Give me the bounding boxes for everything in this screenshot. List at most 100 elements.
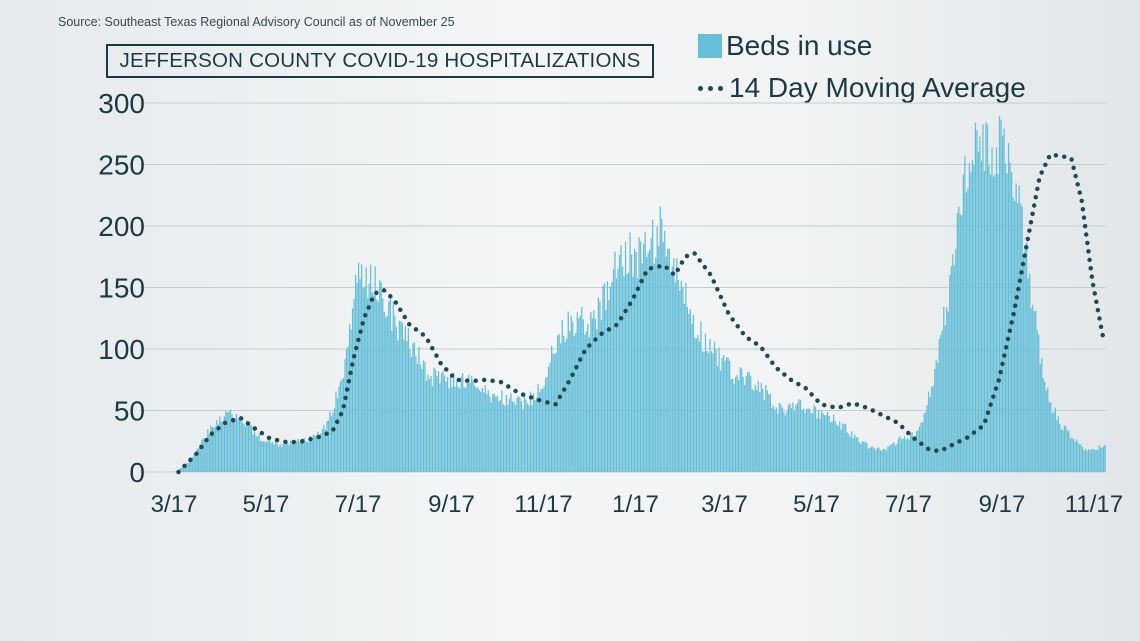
- bar: [759, 391, 761, 472]
- bar: [478, 389, 480, 472]
- bar: [192, 457, 194, 472]
- bar: [582, 319, 584, 472]
- bar: [912, 437, 915, 472]
- bar: [327, 420, 330, 472]
- bar: [735, 376, 737, 472]
- bar: [456, 381, 458, 472]
- bar: [389, 295, 391, 472]
- bar: [1021, 206, 1023, 472]
- bar: [463, 387, 465, 472]
- bar: [347, 346, 349, 472]
- bar: [279, 444, 281, 472]
- bar: [710, 351, 713, 472]
- bar: [410, 357, 413, 472]
- bar: [692, 315, 695, 472]
- bar: [259, 441, 262, 472]
- bar: [698, 341, 701, 472]
- bar: [475, 387, 477, 472]
- bar: [1038, 334, 1040, 472]
- bar: [778, 403, 781, 472]
- bar: [612, 268, 615, 472]
- bar: [394, 315, 396, 472]
- legend-label-beds: Beds in use: [726, 30, 873, 61]
- bar: [294, 443, 296, 472]
- bar: [656, 226, 658, 472]
- bar: [857, 437, 859, 472]
- bar: [361, 264, 363, 472]
- bar: [240, 419, 242, 472]
- bar: [335, 391, 337, 472]
- bar: [920, 422, 922, 472]
- bar: [893, 442, 895, 472]
- bar: [247, 424, 250, 472]
- bar: [932, 385, 934, 472]
- bar: [605, 309, 607, 472]
- bar: [459, 388, 461, 472]
- x-tick-label: 7/17: [885, 491, 932, 518]
- y-tick-label: 150: [98, 273, 145, 304]
- bar: [232, 417, 235, 472]
- bar: [760, 382, 762, 472]
- y-tick-label: 50: [114, 396, 145, 427]
- bar: [665, 256, 667, 472]
- bar: [440, 373, 443, 472]
- bar: [1078, 444, 1081, 472]
- bar: [1089, 449, 1091, 472]
- bar: [1027, 278, 1029, 472]
- bar: [505, 394, 508, 472]
- bar: [235, 413, 238, 472]
- bar: [255, 435, 257, 472]
- bar: [962, 174, 964, 472]
- bar: [1087, 449, 1090, 472]
- bar: [594, 319, 597, 472]
- bar: [917, 430, 919, 472]
- source-note: Source: Southeast Texas Regional Advisor…: [58, 15, 455, 29]
- bar: [538, 392, 541, 472]
- bar: [400, 321, 402, 472]
- bar: [876, 447, 879, 472]
- bar: [827, 411, 829, 472]
- bar: [415, 355, 417, 472]
- bar: [661, 218, 663, 472]
- bar: [570, 315, 572, 472]
- bar: [884, 448, 886, 472]
- bar: [741, 368, 743, 472]
- bar: [270, 442, 272, 472]
- bar: [543, 386, 545, 472]
- bar: [448, 388, 450, 472]
- bar: [772, 405, 774, 472]
- bar: [854, 434, 856, 472]
- x-tick-label: 9/17: [428, 491, 475, 518]
- bar: [630, 254, 633, 472]
- bar: [609, 286, 612, 472]
- bar: [861, 441, 863, 472]
- bar: [422, 360, 425, 472]
- bar: [795, 404, 797, 472]
- bar: [560, 343, 562, 472]
- bar: [190, 457, 192, 472]
- bar: [591, 318, 593, 472]
- bar: [246, 420, 248, 472]
- bar: [281, 447, 283, 472]
- bar: [976, 130, 978, 473]
- bar: [342, 378, 345, 472]
- bar: [989, 174, 992, 472]
- bar: [544, 378, 547, 472]
- bar: [793, 411, 796, 472]
- bar: [443, 375, 446, 472]
- bar: [1093, 449, 1096, 472]
- bar: [198, 448, 200, 472]
- bar: [1014, 200, 1016, 472]
- bar: [870, 446, 872, 472]
- bar: [828, 416, 830, 472]
- bar: [621, 266, 624, 472]
- bar: [1004, 163, 1007, 472]
- bar: [849, 436, 851, 472]
- bar: [442, 370, 444, 472]
- bar: [719, 370, 722, 472]
- bar: [472, 381, 474, 472]
- bar: [222, 420, 224, 472]
- bar: [802, 408, 805, 472]
- bar: [959, 214, 961, 473]
- bar: [326, 420, 328, 472]
